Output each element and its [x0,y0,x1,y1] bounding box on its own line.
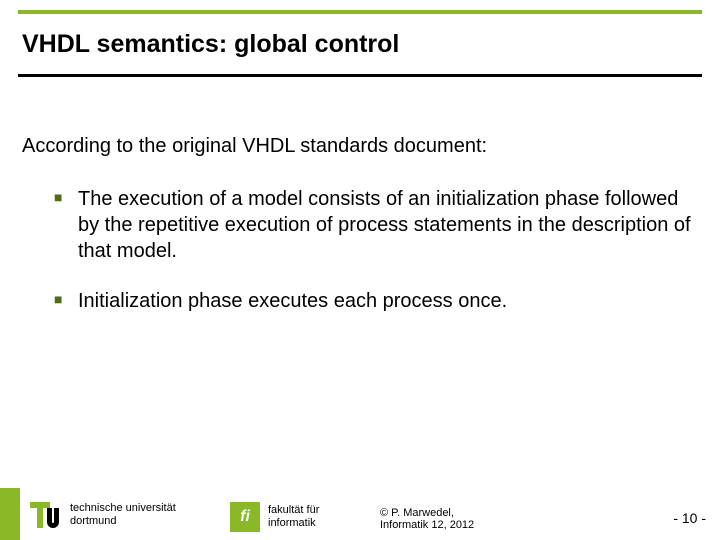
top-rule [18,10,702,14]
fi-logo-text: fi [240,508,250,526]
tu-logo: technische universität dortmund [30,498,176,532]
bullet-item: Initialization phase executes each proce… [54,288,698,314]
fi-logo-icon: fi [230,502,260,532]
faculty-name: fakultät für informatik [268,504,319,529]
title-underline [18,74,702,77]
university-name: technische universität dortmund [70,502,176,527]
university-line1: technische universität [70,502,176,515]
faculty-line2: informatik [268,517,319,530]
faculty-block: fi fakultät für informatik [230,502,319,532]
footer: technische universität dortmund fi fakul… [0,488,720,540]
copyright-line2: Informatik 12, 2012 [380,519,474,532]
bullet-item: The execution of a model consists of an … [54,186,698,264]
bullet-list: The execution of a model consists of an … [22,186,698,314]
copyright: © P. Marwedel, Informatik 12, 2012 [380,507,474,532]
page-number: - 10 - [673,510,706,526]
university-line2: dortmund [70,515,176,528]
faculty-line1: fakultät für [268,504,319,517]
slide: VHDL semantics: global control According… [0,0,720,540]
copyright-line1: © P. Marwedel, [380,507,474,520]
intro-text: According to the original VHDL standards… [22,135,698,158]
body: According to the original VHDL standards… [22,135,698,338]
tu-logo-icon [30,498,64,532]
page-title: VHDL semantics: global control [22,30,399,59]
footer-accent [0,488,20,540]
